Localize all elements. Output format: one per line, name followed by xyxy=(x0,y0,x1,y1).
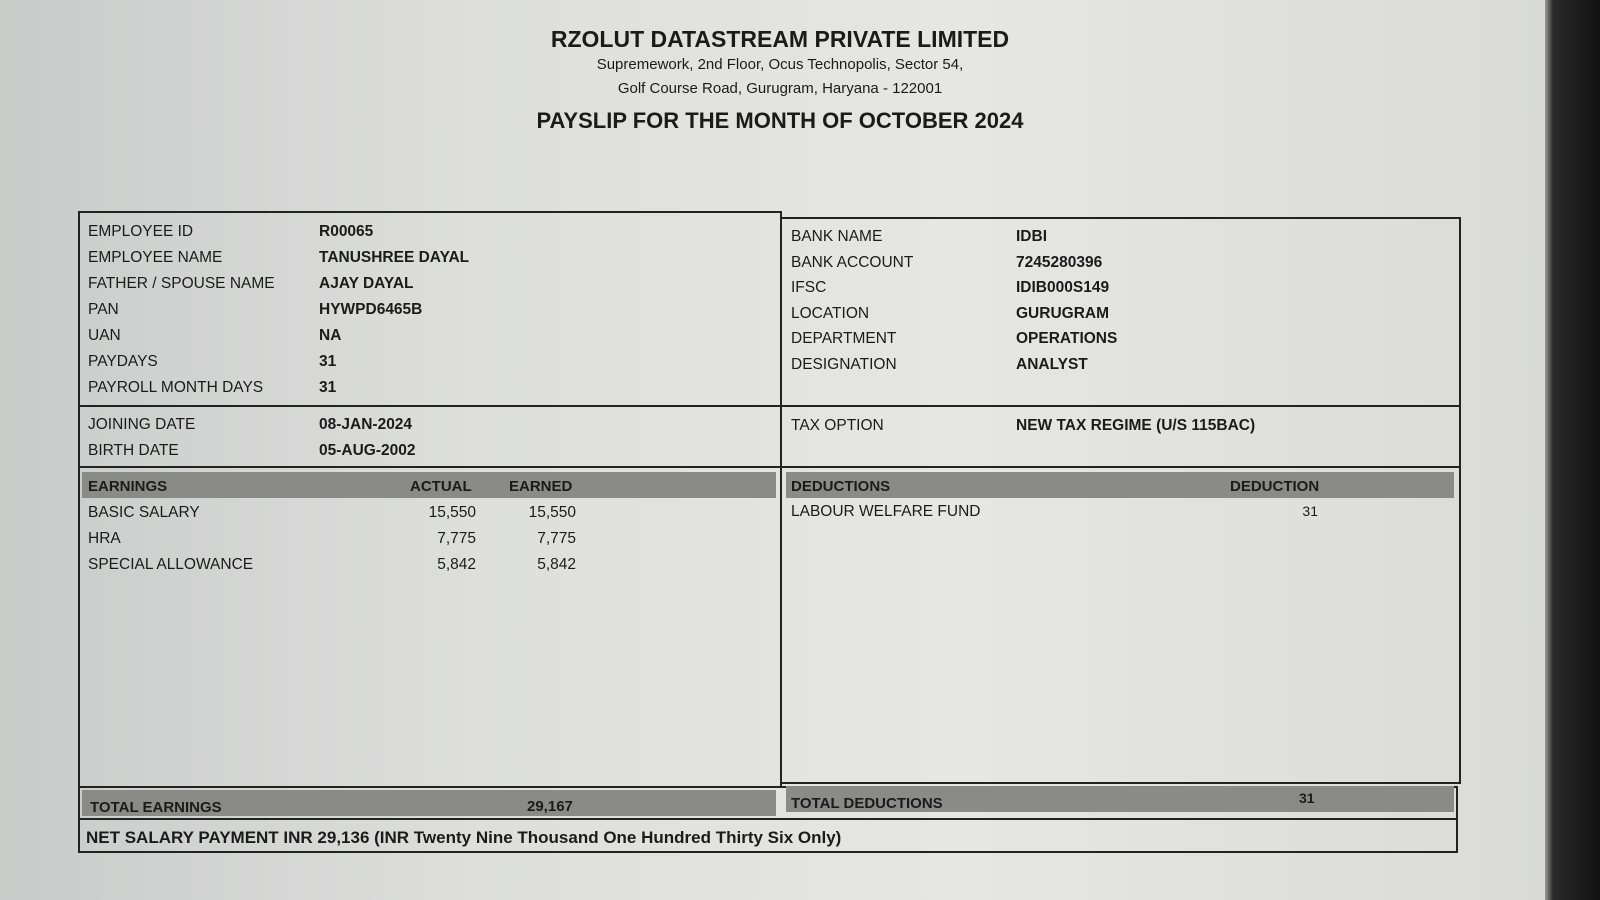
ifsc: IDIB000S149 xyxy=(1016,279,1110,296)
field-label: TAX OPTION xyxy=(791,417,884,434)
employee-id: R00065 xyxy=(319,223,374,240)
field-label: IFSC xyxy=(791,279,827,296)
address-line-2: Golf Course Road, Gurugram, Haryana - 12… xyxy=(617,80,943,97)
field-label: PAN xyxy=(88,301,119,318)
location: GURUGRAM xyxy=(1016,305,1109,322)
earning-earned: 5,842 xyxy=(537,556,576,573)
field-label: EMPLOYEE NAME xyxy=(88,249,223,266)
deduction-amount: 31 xyxy=(1302,503,1318,519)
address-line-1: Supremework, 2nd Floor, Ocus Technopolis… xyxy=(596,56,964,73)
earnings-header-bar xyxy=(82,472,776,498)
earning-earned: 7,775 xyxy=(537,530,576,547)
department: OPERATIONS xyxy=(1016,330,1118,347)
screen-bezel xyxy=(1545,0,1600,900)
total-earnings-value: 29,167 xyxy=(527,798,573,815)
deductions-header-bar xyxy=(786,472,1454,498)
net-salary-row xyxy=(78,818,1458,853)
field-label: EMPLOYEE ID xyxy=(88,223,194,240)
total-earnings-label: TOTAL EARNINGS xyxy=(90,799,222,816)
earnings-header: EARNINGS xyxy=(88,478,168,495)
tax-option: NEW TAX REGIME (U/S 115BAC) xyxy=(1016,417,1256,434)
field-label: UAN xyxy=(88,327,121,344)
earning-name: BASIC SALARY xyxy=(88,504,200,521)
father-spouse-name: AJAY DAYAL xyxy=(319,275,414,292)
field-label: BANK NAME xyxy=(791,228,883,245)
payroll-month-days: 31 xyxy=(319,379,337,396)
earning-name: HRA xyxy=(88,530,121,547)
deduction-name: LABOUR WELFARE FUND xyxy=(791,503,981,520)
dates-section xyxy=(78,405,782,468)
deductions-section xyxy=(780,466,1461,784)
company-name: RZOLUT DATASTREAM PRIVATE LIMITED xyxy=(550,26,1010,52)
deduction-column-header: DEDUCTION xyxy=(1230,478,1320,495)
field-label: DEPARTMENT xyxy=(791,330,897,347)
field-label: PAYROLL MONTH DAYS xyxy=(88,379,264,396)
earning-actual: 5,842 xyxy=(437,556,476,573)
field-label: LOCATION xyxy=(791,305,870,322)
employee-name: TANUSHREE DAYAL xyxy=(319,249,470,266)
bank-name: IDBI xyxy=(1016,228,1047,245)
earning-earned: 15,550 xyxy=(528,504,576,521)
field-label: PAYDAYS xyxy=(88,353,158,370)
total-deductions-value: 31 xyxy=(1299,790,1315,806)
total-deductions-bar xyxy=(786,786,1454,812)
field-label: DESIGNATION xyxy=(791,356,897,373)
birth-date: 05-AUG-2002 xyxy=(319,442,416,459)
earning-name: SPECIAL ALLOWANCE xyxy=(88,556,254,573)
designation: ANALYST xyxy=(1016,356,1088,373)
field-label: BIRTH DATE xyxy=(88,442,179,459)
total-earnings-bar xyxy=(82,790,776,816)
field-label: JOINING DATE xyxy=(88,416,196,433)
field-label: BANK ACCOUNT xyxy=(791,254,914,271)
pan: HYWPD6465B xyxy=(319,301,423,318)
tax-section xyxy=(780,405,1461,468)
joining-date: 08-JAN-2024 xyxy=(319,416,413,433)
earning-actual: 7,775 xyxy=(437,530,476,547)
total-deductions-label: TOTAL DEDUCTIONS xyxy=(791,795,943,812)
deductions-header: DEDUCTIONS xyxy=(791,478,891,495)
earned-column-header: EARNED xyxy=(509,478,573,495)
paydays: 31 xyxy=(319,353,337,370)
actual-column-header: ACTUAL xyxy=(410,478,472,495)
field-label: FATHER / SPOUSE NAME xyxy=(88,275,275,292)
bank-account: 7245280396 xyxy=(1016,254,1103,271)
uan: NA xyxy=(319,327,342,344)
net-salary-text: NET SALARY PAYMENT INR 29,136 (INR Twent… xyxy=(86,828,842,847)
payslip-title: PAYSLIP FOR THE MONTH OF OCTOBER 2024 xyxy=(536,108,1024,133)
earning-actual: 15,550 xyxy=(428,504,476,521)
